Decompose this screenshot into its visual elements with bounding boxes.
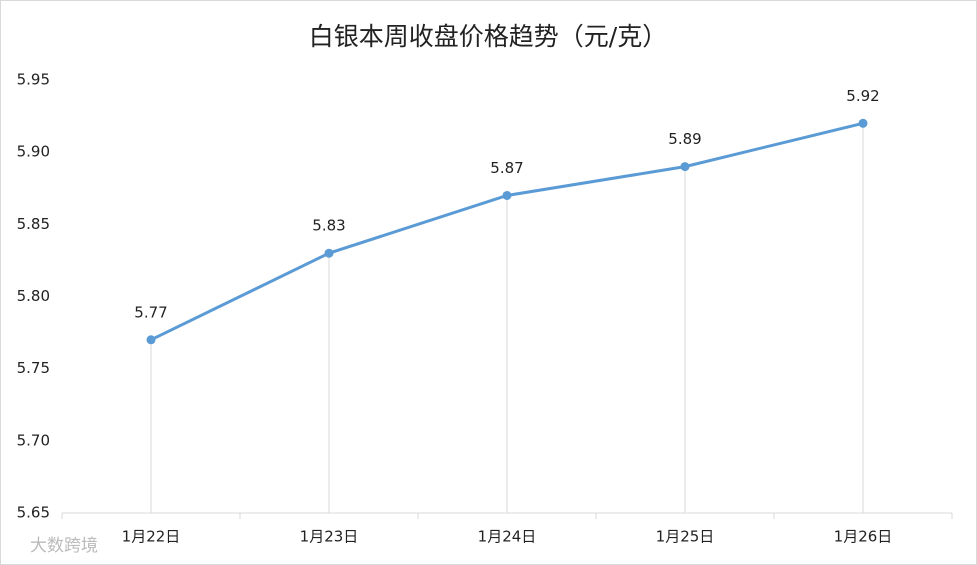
data-point <box>324 248 334 258</box>
x-tick-label: 1月26日 <box>834 528 893 546</box>
data-point <box>680 162 690 172</box>
y-tick-label: 5.90 <box>17 143 50 161</box>
x-tick-label: 1月25日 <box>656 528 715 546</box>
x-tick-label: 1月22日 <box>122 528 181 546</box>
watermark: 大数跨境 <box>30 536 98 556</box>
x-tick-label: 1月24日 <box>478 528 537 546</box>
y-tick-label: 5.65 <box>17 504 50 522</box>
data-label: 5.89 <box>668 130 701 148</box>
y-tick-label: 5.80 <box>17 287 50 305</box>
y-tick-label: 5.75 <box>17 359 50 377</box>
data-point <box>858 118 868 128</box>
data-label: 5.77 <box>134 303 167 321</box>
chart-title: 白银本周收盘价格趋势（元/克） <box>309 22 667 51</box>
data-point <box>146 335 156 345</box>
data-point <box>502 190 512 200</box>
y-tick-label: 5.85 <box>17 215 50 233</box>
y-tick-label: 5.95 <box>17 71 50 89</box>
y-tick-label: 5.70 <box>17 431 50 449</box>
data-label: 5.92 <box>846 87 879 105</box>
x-tick-label: 1月23日 <box>300 528 359 546</box>
data-label: 5.87 <box>490 159 523 177</box>
data-label: 5.83 <box>312 217 345 235</box>
